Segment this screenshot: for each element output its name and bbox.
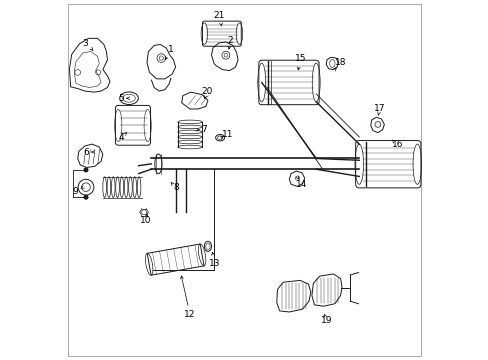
Text: 11: 11 <box>221 130 233 139</box>
Circle shape <box>84 195 88 199</box>
Text: 13: 13 <box>209 259 221 268</box>
Text: 16: 16 <box>391 140 403 149</box>
Text: 7: 7 <box>201 125 207 134</box>
Circle shape <box>84 168 88 172</box>
Text: 4: 4 <box>119 133 124 142</box>
Text: 10: 10 <box>140 216 151 225</box>
Text: 9: 9 <box>72 187 78 196</box>
Text: 21: 21 <box>213 11 224 20</box>
Text: 3: 3 <box>82 39 88 48</box>
Text: 14: 14 <box>295 180 306 189</box>
Text: 18: 18 <box>334 58 346 67</box>
Text: 2: 2 <box>227 36 232 45</box>
Text: 5: 5 <box>118 94 123 103</box>
Text: 19: 19 <box>320 316 331 325</box>
Text: 17: 17 <box>373 104 385 113</box>
Text: 6: 6 <box>83 148 89 157</box>
Text: 8: 8 <box>173 183 179 192</box>
Text: 12: 12 <box>184 310 195 319</box>
Text: 15: 15 <box>295 54 306 63</box>
Text: 1: 1 <box>168 45 174 54</box>
Text: 20: 20 <box>201 86 212 95</box>
